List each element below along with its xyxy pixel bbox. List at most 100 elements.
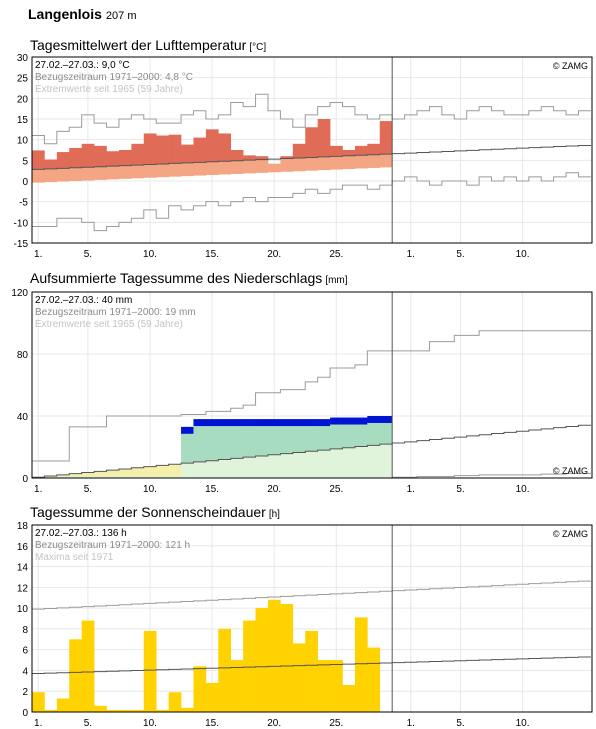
sun-bar — [181, 707, 194, 712]
sun-bar — [330, 660, 343, 712]
sun-chart-unit: [h] — [268, 509, 280, 520]
sun-xtick-label: 15. — [205, 718, 219, 729]
temp-normal-fill-bar — [267, 163, 281, 173]
precip-ytick-label: 40 — [17, 412, 29, 423]
precip-xtick-label: 5. — [456, 484, 464, 495]
precip-bar-below-normal — [69, 473, 82, 477]
temp-bar-above-normal — [367, 143, 381, 155]
temp-normal-fill-bar — [143, 164, 157, 178]
temp-bar-above-normal — [156, 135, 169, 164]
precip-xtick-label: 5. — [84, 484, 92, 495]
precip-bar-between — [267, 426, 281, 455]
precip-info-period: 27.02.–27.03.: 40 mm — [35, 295, 132, 306]
temp-normal-fill-bar — [32, 169, 45, 183]
temp-normal-line — [32, 144, 591, 170]
sun-bar — [193, 666, 207, 712]
precip-bar-between — [255, 426, 269, 456]
sun-bar — [354, 617, 368, 712]
sun-chart-title: Tagessumme der Sonnenscheindauer [h] — [30, 504, 280, 520]
temp-xtick-label: 5. — [456, 249, 464, 260]
sun-bar — [280, 603, 294, 712]
temp-bar-above-normal — [32, 150, 45, 170]
temp-bar-above-normal — [218, 133, 232, 162]
temp-bar-above-normal — [292, 143, 306, 158]
precip-bar-above-normal — [292, 419, 306, 427]
precip-normal-fill-bar — [267, 454, 281, 478]
temp-xtick-label: 10. — [516, 249, 530, 260]
temp-normal-fill-bar — [193, 162, 207, 176]
temp-chart-unit: [°C] — [249, 42, 267, 53]
precip-bar-below-normal — [143, 466, 157, 477]
sun-plot-frame — [31, 524, 593, 713]
precip-bar-between — [354, 424, 368, 447]
temp-normal-fill-bar — [330, 156, 343, 170]
temp-bar-above-normal — [106, 151, 120, 167]
temp-copyright: © ZAMG — [553, 61, 588, 71]
temp-normal-fill-bar — [94, 166, 107, 180]
precip-chart-title-text: Aufsummierte Tagessumme des Niederschlag… — [30, 270, 323, 286]
precip-normal-fill-bar — [106, 476, 120, 478]
sun-bar — [118, 709, 132, 712]
temp-bar-above-normal — [330, 145, 343, 157]
precip-normal-fill-bar — [156, 476, 169, 478]
precip-normal-fill-bar — [69, 476, 82, 478]
precip-normal-fill-bar — [367, 445, 381, 478]
precip-bar-above-normal — [218, 419, 232, 427]
precip-normal-fill-bar — [317, 450, 331, 478]
sun-bar — [205, 682, 219, 712]
precip-bar-below-normal — [81, 472, 95, 477]
precip-bar-above-normal — [181, 426, 194, 434]
precip-info-extremes: Extremwerte seit 1965 (59 Jahre) — [35, 319, 183, 330]
sun-xtick-label: 20. — [267, 718, 281, 729]
precip-bar-between — [305, 426, 318, 452]
temp-bar-above-normal — [56, 152, 70, 169]
temp-bar-above-normal — [94, 145, 107, 167]
sun-xtick-label: 5. — [84, 718, 92, 729]
temp-normal-fill-bar — [205, 161, 219, 176]
precip-bar-above-normal — [342, 417, 356, 425]
precip-plot-frame — [31, 291, 593, 479]
precip-normal-fill-bar — [330, 448, 343, 478]
temp-xtick-label: 1. — [407, 249, 415, 260]
temp-ytick-label: -15 — [14, 239, 29, 250]
sun-info-extremes: Maxima seit 1971 — [35, 552, 114, 563]
precip-ytick-label: 80 — [17, 350, 29, 361]
precip-normal-fill-bar — [379, 444, 393, 478]
precip-bar-below-normal — [131, 467, 145, 477]
temp-normal-fill-bar — [379, 154, 393, 168]
sun-bar — [156, 709, 169, 712]
temp-ytick-label: 30 — [17, 53, 29, 64]
temp-normal-fill-bar — [255, 159, 269, 173]
precip-xtick-label: 25. — [329, 484, 343, 495]
precip-bar-above-normal — [267, 419, 281, 427]
precip-bar-above-normal — [354, 417, 368, 425]
sun-copyright: © ZAMG — [553, 529, 588, 539]
sun-bar — [168, 692, 182, 712]
sun-bar — [342, 684, 356, 712]
sun-bar — [255, 608, 269, 712]
precip-bar-between — [243, 426, 256, 458]
temp-ytick-label: 10 — [17, 136, 29, 147]
precip-normal-fill-bar — [118, 476, 132, 478]
sun-xtick-label: 10. — [516, 718, 530, 729]
precip-xtick-label: 1. — [34, 484, 42, 495]
precip-normal-fill-bar — [292, 452, 306, 478]
precip-bar-between — [218, 426, 232, 460]
precip-bar-above-normal — [305, 419, 318, 427]
precip-normal-fill-bar — [168, 476, 182, 478]
temp-bar-above-normal — [81, 143, 95, 168]
sun-bar — [69, 639, 82, 712]
precip-info-reference: Bezugszeitraum 1971–2000: 19 mm — [35, 307, 196, 318]
temp-normal-fill-bar — [317, 156, 331, 171]
precip-bar-below-normal — [106, 470, 120, 477]
temp-bar-above-normal — [317, 119, 331, 157]
temp-extreme-min-line — [32, 172, 591, 232]
sun-ytick-label: 14 — [17, 563, 29, 574]
precip-bar-between — [317, 426, 331, 451]
sun-bar — [367, 647, 381, 712]
temp-normal-fill-bar — [305, 157, 318, 171]
sun-ytick-label: 8 — [22, 625, 28, 636]
precip-normal-fill-bar — [255, 455, 269, 478]
temp-bar-above-normal — [354, 145, 368, 156]
sun-ytick-label: 2 — [22, 687, 28, 698]
